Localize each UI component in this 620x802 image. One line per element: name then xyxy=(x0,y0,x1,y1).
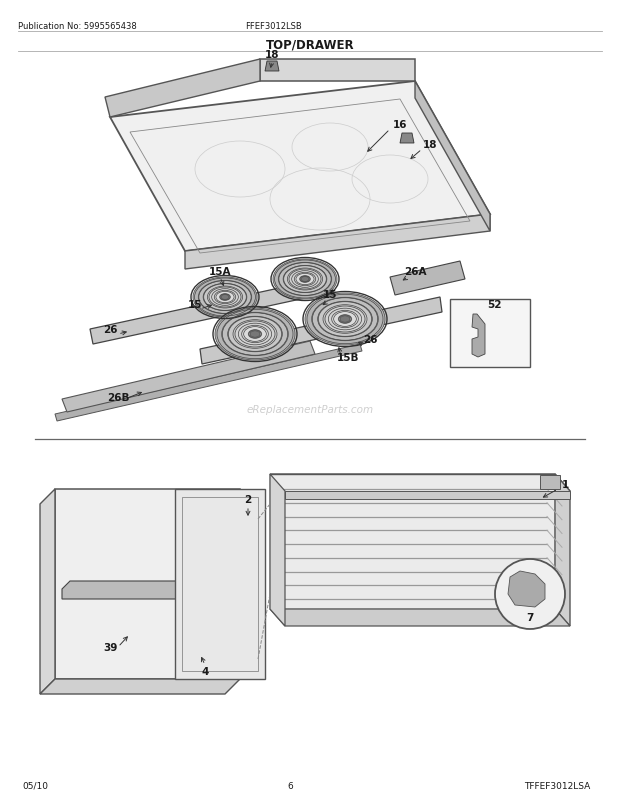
Ellipse shape xyxy=(215,291,236,304)
Text: Publication No: 5995565438: Publication No: 5995565438 xyxy=(18,22,137,31)
Ellipse shape xyxy=(221,295,229,300)
Text: 52: 52 xyxy=(487,300,501,310)
Ellipse shape xyxy=(249,330,262,339)
Polygon shape xyxy=(265,62,279,72)
Polygon shape xyxy=(415,82,490,232)
Ellipse shape xyxy=(198,281,252,314)
Ellipse shape xyxy=(203,285,246,311)
Polygon shape xyxy=(105,60,260,118)
Ellipse shape xyxy=(242,326,268,343)
Ellipse shape xyxy=(318,302,371,337)
Polygon shape xyxy=(400,134,414,144)
Polygon shape xyxy=(55,345,362,422)
Polygon shape xyxy=(62,581,215,599)
Polygon shape xyxy=(185,215,490,269)
Ellipse shape xyxy=(305,294,385,346)
Text: 7: 7 xyxy=(526,612,534,622)
Text: 26: 26 xyxy=(103,325,117,334)
Polygon shape xyxy=(472,314,485,358)
Ellipse shape xyxy=(289,269,321,290)
Text: 15A: 15A xyxy=(209,267,231,277)
Ellipse shape xyxy=(299,277,311,283)
Text: 4: 4 xyxy=(202,666,209,676)
Polygon shape xyxy=(55,489,240,679)
Ellipse shape xyxy=(340,316,350,323)
Text: FFEF3012LSB: FFEF3012LSB xyxy=(245,22,302,31)
Text: 26B: 26B xyxy=(107,392,129,403)
Polygon shape xyxy=(175,489,265,679)
Ellipse shape xyxy=(495,559,565,630)
Polygon shape xyxy=(270,475,570,492)
Polygon shape xyxy=(200,298,442,365)
Polygon shape xyxy=(555,475,570,626)
Polygon shape xyxy=(508,571,545,607)
Polygon shape xyxy=(285,492,570,500)
Ellipse shape xyxy=(235,322,275,347)
Text: 1: 1 xyxy=(561,480,569,489)
Polygon shape xyxy=(62,342,315,412)
Polygon shape xyxy=(450,300,530,367)
Text: 39: 39 xyxy=(103,642,117,652)
Ellipse shape xyxy=(278,263,332,296)
Ellipse shape xyxy=(209,288,241,308)
Polygon shape xyxy=(390,261,465,296)
Ellipse shape xyxy=(250,331,260,338)
Ellipse shape xyxy=(228,318,281,352)
Text: 6: 6 xyxy=(287,781,293,790)
Ellipse shape xyxy=(301,277,309,282)
Text: 15: 15 xyxy=(188,300,202,310)
Polygon shape xyxy=(110,82,490,252)
Text: 05/10: 05/10 xyxy=(22,781,48,790)
Text: TOP/DRAWER: TOP/DRAWER xyxy=(266,38,354,51)
Ellipse shape xyxy=(325,306,365,333)
Text: 18: 18 xyxy=(423,140,437,150)
Text: 18: 18 xyxy=(265,50,279,60)
Polygon shape xyxy=(270,475,285,626)
Text: 26A: 26A xyxy=(404,267,426,277)
Ellipse shape xyxy=(339,315,352,324)
Text: 16: 16 xyxy=(392,119,407,130)
Ellipse shape xyxy=(273,260,337,300)
Polygon shape xyxy=(260,60,415,82)
Polygon shape xyxy=(270,475,555,610)
Text: eReplacementParts.com: eReplacementParts.com xyxy=(246,404,374,415)
Text: 26: 26 xyxy=(363,334,377,345)
Text: 2: 2 xyxy=(244,494,252,504)
Ellipse shape xyxy=(332,311,358,328)
Ellipse shape xyxy=(222,313,288,356)
Polygon shape xyxy=(40,679,240,695)
Polygon shape xyxy=(540,476,560,489)
Text: TFFEF3012LSA: TFFEF3012LSA xyxy=(524,781,590,790)
Ellipse shape xyxy=(294,273,316,286)
Ellipse shape xyxy=(312,298,378,341)
Ellipse shape xyxy=(215,309,295,361)
Ellipse shape xyxy=(219,294,231,301)
Polygon shape xyxy=(90,277,333,345)
Ellipse shape xyxy=(193,277,257,318)
Text: 15: 15 xyxy=(323,290,337,300)
Ellipse shape xyxy=(284,266,326,293)
Polygon shape xyxy=(40,489,55,695)
Polygon shape xyxy=(270,610,570,626)
Text: 15B: 15B xyxy=(337,353,359,363)
